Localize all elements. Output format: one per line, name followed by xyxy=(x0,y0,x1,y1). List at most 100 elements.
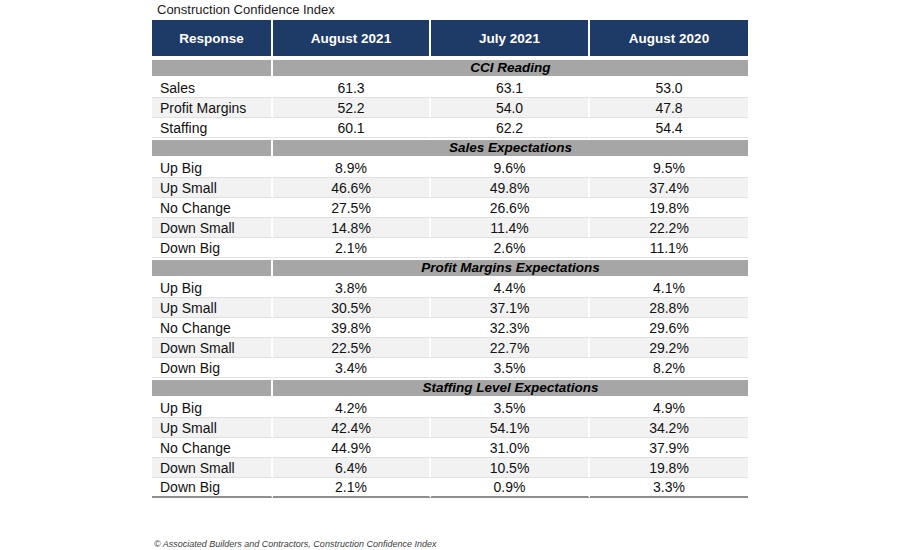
response-cell: Up Small xyxy=(152,178,273,198)
value-cell: 4.9% xyxy=(590,398,748,418)
table-row: Down Small6.4%10.5%19.8% xyxy=(152,458,748,478)
response-cell: No Change xyxy=(152,318,273,338)
response-cell: Up Small xyxy=(152,298,273,318)
value-cell: 30.5% xyxy=(273,298,431,318)
value-cell: 37.1% xyxy=(431,298,590,318)
value-cell: 19.8% xyxy=(590,458,748,478)
table-row: Up Big3.8%4.4%4.1% xyxy=(152,278,748,298)
value-cell: 9.6% xyxy=(431,158,590,178)
value-cell: 26.6% xyxy=(431,198,590,218)
value-cell: 27.5% xyxy=(273,198,431,218)
column-header: July 2021 xyxy=(431,20,590,58)
section-spacer-cell xyxy=(152,258,273,278)
table-row: Down Big3.4%3.5%8.2% xyxy=(152,358,748,378)
response-cell: Down Small xyxy=(152,218,273,238)
value-cell: 14.8% xyxy=(273,218,431,238)
table-row: Sales61.363.153.0 xyxy=(152,78,748,98)
response-cell: Down Small xyxy=(152,338,273,358)
value-cell: 54.1% xyxy=(431,418,590,438)
value-cell: 9.5% xyxy=(590,158,748,178)
response-cell: No Change xyxy=(152,198,273,218)
value-cell: 29.6% xyxy=(590,318,748,338)
value-cell: 54.4 xyxy=(590,118,748,138)
value-cell: 53.0 xyxy=(590,78,748,98)
value-cell: 3.5% xyxy=(431,358,590,378)
table-row: No Change27.5%26.6%19.8% xyxy=(152,198,748,218)
section-spacer-cell xyxy=(152,138,273,158)
value-cell: 32.3% xyxy=(431,318,590,338)
value-cell: 11.1% xyxy=(590,238,748,258)
section-title: CCI Reading xyxy=(273,58,748,78)
response-cell: Up Small xyxy=(152,418,273,438)
column-header: August 2020 xyxy=(590,20,748,58)
table-row: Up Big4.2%3.5%4.9% xyxy=(152,398,748,418)
value-cell: 0.9% xyxy=(431,478,590,498)
value-cell: 29.2% xyxy=(590,338,748,358)
table-row: Profit Margins52.254.047.8 xyxy=(152,98,748,118)
section-header-row: Staffing Level Expectations xyxy=(152,378,748,398)
table-row: Up Big8.9%9.6%9.5% xyxy=(152,158,748,178)
response-cell: Down Small xyxy=(152,458,273,478)
value-cell: 34.2% xyxy=(590,418,748,438)
response-cell: Profit Margins xyxy=(152,98,273,118)
column-header: Response xyxy=(152,20,273,58)
value-cell: 28.8% xyxy=(590,298,748,318)
value-cell: 8.9% xyxy=(273,158,431,178)
table-row: No Change44.9%31.0%37.9% xyxy=(152,438,748,458)
value-cell: 22.5% xyxy=(273,338,431,358)
value-cell: 2.1% xyxy=(273,238,431,258)
table-header: ResponseAugust 2021July 2021August 2020 xyxy=(152,20,748,58)
value-cell: 37.9% xyxy=(590,438,748,458)
page-canvas: Construction Confidence Index ResponseAu… xyxy=(0,0,900,550)
value-cell: 61.3 xyxy=(273,78,431,98)
column-header: August 2021 xyxy=(273,20,431,58)
cci-table: ResponseAugust 2021July 2021August 2020 … xyxy=(152,20,748,498)
section-header-row: Sales Expectations xyxy=(152,138,748,158)
source-attribution: © Associated Builders and Contractors, C… xyxy=(154,539,436,549)
header-row: ResponseAugust 2021July 2021August 2020 xyxy=(152,20,748,58)
table-row: Down Small22.5%22.7%29.2% xyxy=(152,338,748,358)
table-row: Down Small14.8%11.4%22.2% xyxy=(152,218,748,238)
value-cell: 3.8% xyxy=(273,278,431,298)
response-cell: Up Big xyxy=(152,398,273,418)
value-cell: 46.6% xyxy=(273,178,431,198)
response-cell: Down Big xyxy=(152,478,273,498)
table-body: CCI ReadingSales61.363.153.0Profit Margi… xyxy=(152,58,748,498)
value-cell: 49.8% xyxy=(431,178,590,198)
response-cell: Down Big xyxy=(152,238,273,258)
response-cell: Down Big xyxy=(152,358,273,378)
response-cell: Up Big xyxy=(152,278,273,298)
value-cell: 3.5% xyxy=(431,398,590,418)
value-cell: 63.1 xyxy=(431,78,590,98)
table-row: Up Small30.5%37.1%28.8% xyxy=(152,298,748,318)
value-cell: 2.6% xyxy=(431,238,590,258)
section-spacer-cell xyxy=(152,58,273,78)
value-cell: 52.2 xyxy=(273,98,431,118)
section-title: Staffing Level Expectations xyxy=(273,378,748,398)
table-row: Up Small42.4%54.1%34.2% xyxy=(152,418,748,438)
value-cell: 3.3% xyxy=(590,478,748,498)
response-cell: Staffing xyxy=(152,118,273,138)
value-cell: 42.4% xyxy=(273,418,431,438)
value-cell: 11.4% xyxy=(431,218,590,238)
section-spacer-cell xyxy=(152,378,273,398)
response-cell: Up Big xyxy=(152,158,273,178)
response-cell: No Change xyxy=(152,438,273,458)
value-cell: 31.0% xyxy=(431,438,590,458)
value-cell: 4.1% xyxy=(590,278,748,298)
value-cell: 54.0 xyxy=(431,98,590,118)
table-row: Down Big2.1%0.9%3.3% xyxy=(152,478,748,498)
table-row: Up Small46.6%49.8%37.4% xyxy=(152,178,748,198)
page-title: Construction Confidence Index xyxy=(157,2,335,17)
value-cell: 44.9% xyxy=(273,438,431,458)
value-cell: 10.5% xyxy=(431,458,590,478)
value-cell: 19.8% xyxy=(590,198,748,218)
value-cell: 22.2% xyxy=(590,218,748,238)
value-cell: 3.4% xyxy=(273,358,431,378)
value-cell: 2.1% xyxy=(273,478,431,498)
value-cell: 22.7% xyxy=(431,338,590,358)
value-cell: 47.8 xyxy=(590,98,748,118)
section-title: Profit Margins Expectations xyxy=(273,258,748,278)
value-cell: 37.4% xyxy=(590,178,748,198)
table-row: Down Big2.1%2.6%11.1% xyxy=(152,238,748,258)
